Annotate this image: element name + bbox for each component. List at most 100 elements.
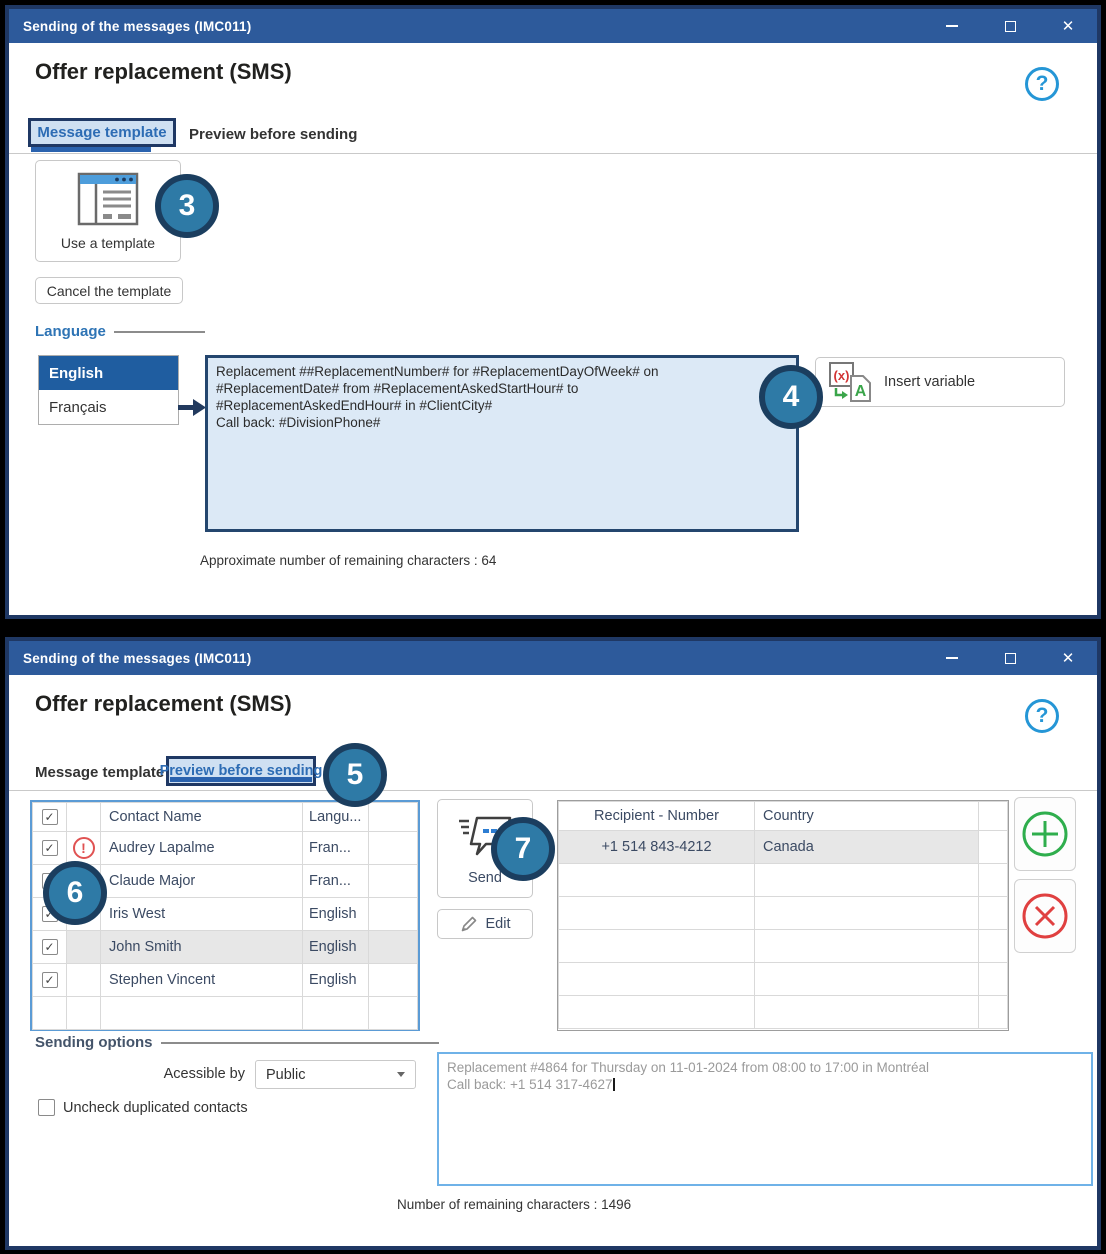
sending-options-header: Sending options bbox=[35, 1034, 439, 1051]
table-row[interactable]: ✓ Stephen Vincent English bbox=[32, 963, 418, 997]
annotation-box-preview-tab: Preview before sending bbox=[160, 756, 322, 786]
language-option-francais[interactable]: Français bbox=[49, 398, 107, 416]
contact-language: Fran... bbox=[302, 864, 369, 898]
minimize-button[interactable] bbox=[923, 641, 981, 675]
titlebar[interactable]: Sending of the messages (IMC011) ✕ bbox=[9, 9, 1097, 43]
arrow-right-icon bbox=[178, 399, 206, 416]
tab-separator bbox=[9, 790, 1097, 791]
remove-recipient-button[interactable] bbox=[1014, 879, 1076, 953]
group-divider bbox=[113, 330, 205, 333]
contact-name: Stephen Vincent bbox=[100, 963, 303, 997]
minimize-button[interactable] bbox=[923, 9, 981, 43]
tab-preview-before-sending[interactable]: Preview before sending bbox=[159, 763, 323, 779]
annotation-box-message-template: Message template bbox=[28, 118, 176, 147]
accessible-by-value: Public bbox=[266, 1066, 306, 1083]
column-header-recipient-number[interactable]: Recipient - Number bbox=[558, 801, 755, 831]
help-button[interactable]: ? bbox=[1025, 67, 1059, 101]
window-preview-before-sending: Sending of the messages (IMC011) ✕ Offer… bbox=[5, 637, 1101, 1250]
contact-name: Claude Major bbox=[100, 864, 303, 898]
preview-line2: Call back: +1 514 317-4627 bbox=[447, 1077, 613, 1092]
use-template-label: Use a template bbox=[60, 235, 156, 251]
question-icon: ? bbox=[1035, 72, 1049, 95]
svg-text:(x): (x) bbox=[834, 368, 850, 383]
active-tab-indicator bbox=[31, 147, 151, 152]
table-row-selected[interactable]: ✓ John Smith English bbox=[32, 930, 418, 964]
maximize-button[interactable] bbox=[981, 9, 1039, 43]
maximize-icon bbox=[1004, 652, 1016, 664]
x-circle-icon bbox=[1022, 893, 1068, 939]
contact-name: Audrey Lapalme bbox=[100, 831, 303, 865]
tab-message-template[interactable]: Message template bbox=[37, 124, 167, 141]
check-icon: ✓ bbox=[44, 810, 55, 824]
minimize-icon bbox=[946, 657, 958, 659]
table-row[interactable]: ✓ ! Audrey Lapalme Fran... bbox=[32, 831, 418, 865]
contacts-header-row: ✓ Contact Name Langu... bbox=[32, 802, 418, 832]
uncheck-duplicated-checkbox[interactable] bbox=[38, 1099, 55, 1116]
page-title: Offer replacement (SMS) bbox=[35, 59, 292, 84]
uncheck-duplicated-row: Uncheck duplicated contacts bbox=[38, 1099, 248, 1116]
titlebar[interactable]: Sending of the messages (IMC011) ✕ bbox=[9, 641, 1097, 675]
maximize-button[interactable] bbox=[981, 641, 1039, 675]
window-title: Sending of the messages (IMC011) bbox=[23, 650, 252, 666]
callout-7: 7 bbox=[491, 817, 555, 881]
table-row-empty bbox=[558, 896, 1008, 930]
send-button[interactable]: Send bbox=[437, 799, 533, 898]
chevron-down-icon bbox=[397, 1072, 405, 1077]
window-controls: ✕ bbox=[923, 9, 1097, 43]
accessible-by-dropdown[interactable]: Public bbox=[255, 1060, 416, 1089]
close-button[interactable]: ✕ bbox=[1039, 9, 1097, 43]
minimize-icon bbox=[946, 25, 958, 27]
text-cursor bbox=[612, 1078, 615, 1091]
language-option-english[interactable]: English bbox=[39, 356, 178, 390]
tab-preview-before-sending[interactable]: Preview before sending bbox=[189, 126, 358, 143]
column-header-language[interactable]: Langu... bbox=[302, 802, 369, 832]
window-message-template: Sending of the messages (IMC011) ✕ Offer… bbox=[5, 5, 1101, 619]
check-icon: ✓ bbox=[44, 973, 55, 987]
pencil-icon bbox=[461, 916, 476, 932]
help-button[interactable]: ? bbox=[1025, 699, 1059, 733]
window-title: Sending of the messages (IMC011) bbox=[23, 18, 252, 34]
check-icon: ✓ bbox=[44, 907, 55, 921]
close-icon: ✕ bbox=[1061, 650, 1075, 667]
accessible-by-label: Acessible by bbox=[163, 1066, 245, 1082]
row-checkbox[interactable]: ✓ bbox=[41, 840, 58, 856]
language-group-header: Language bbox=[35, 323, 205, 340]
insert-variable-icon: (x) A bbox=[829, 362, 871, 402]
question-icon: ? bbox=[1035, 704, 1049, 727]
insert-variable-label: Insert variable bbox=[884, 374, 976, 390]
group-divider bbox=[160, 1041, 439, 1044]
insert-variable-button[interactable]: (x) A Insert variable bbox=[815, 357, 1065, 407]
language-group-label: Language bbox=[35, 323, 106, 340]
close-button[interactable]: ✕ bbox=[1039, 641, 1097, 675]
contact-name: John Smith bbox=[100, 930, 303, 964]
sending-options-label: Sending options bbox=[35, 1034, 153, 1051]
column-header-contact-name[interactable]: Contact Name bbox=[100, 802, 303, 832]
contacts-table: ✓ Contact Name Langu... ✓ ! Audrey Lapal… bbox=[30, 800, 420, 1031]
tab-message-template[interactable]: Message template bbox=[35, 764, 165, 781]
cancel-template-button[interactable]: Cancel the template bbox=[35, 277, 183, 304]
remaining-characters-label: Number of remaining characters : 1496 bbox=[397, 1197, 632, 1212]
close-icon: ✕ bbox=[1061, 18, 1075, 35]
alert-icon: ! bbox=[72, 837, 95, 859]
remaining-characters-label: Approximate number of remaining characte… bbox=[200, 553, 497, 568]
select-all-checkbox[interactable]: ✓ bbox=[41, 809, 58, 825]
template-text-area[interactable]: Replacement ##ReplacementNumber# for #Re… bbox=[205, 355, 799, 532]
edit-label: Edit bbox=[485, 916, 511, 932]
column-header-country[interactable]: Country bbox=[754, 801, 979, 831]
callout-6: 6 bbox=[43, 861, 107, 925]
row-checkbox[interactable]: ✓ bbox=[41, 939, 58, 955]
plus-icon bbox=[1022, 811, 1068, 857]
message-preview-area[interactable]: Replacement #4864 for Thursday on 11-01-… bbox=[437, 1052, 1093, 1186]
check-icon: ✓ bbox=[44, 940, 55, 954]
page-title: Offer replacement (SMS) bbox=[35, 691, 292, 716]
edit-button[interactable]: Edit bbox=[437, 909, 533, 939]
callout-3: 3 bbox=[155, 174, 219, 238]
recipients-table: Recipient - Number Country +1 514 843-42… bbox=[557, 800, 1009, 1031]
table-row-empty bbox=[558, 962, 1008, 996]
table-row-selected[interactable]: +1 514 843-4212 Canada bbox=[558, 830, 1008, 864]
contact-name: Iris West bbox=[100, 897, 303, 931]
add-recipient-button[interactable] bbox=[1014, 797, 1076, 871]
table-row-empty bbox=[558, 929, 1008, 963]
row-checkbox[interactable]: ✓ bbox=[41, 972, 58, 988]
check-icon: ✓ bbox=[44, 841, 55, 855]
